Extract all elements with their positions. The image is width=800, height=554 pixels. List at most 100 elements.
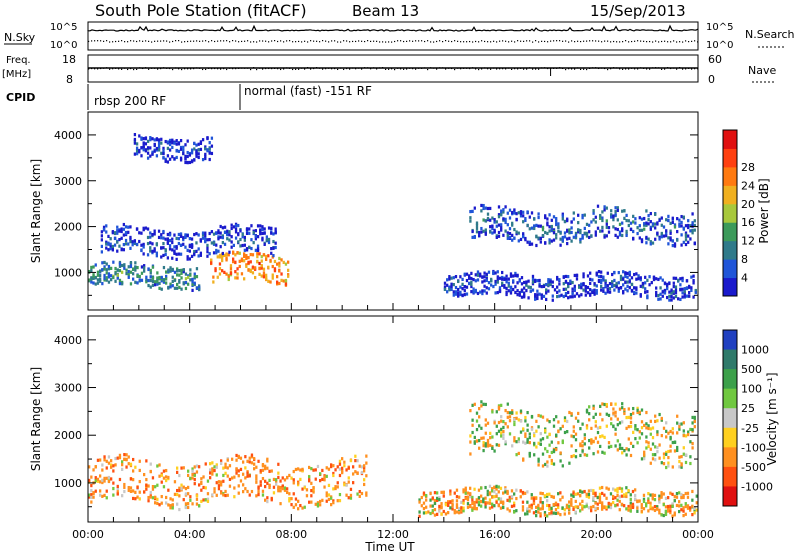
power-cell [234,224,238,228]
power-cell [446,283,449,287]
power-cell [562,287,565,291]
velocity-cell [667,431,670,435]
power-cell [278,261,281,265]
velocity-cell [180,466,183,470]
velocity-cell [281,487,284,491]
power-cell [555,233,558,237]
nave-point [331,68,333,70]
power-cell [125,268,128,272]
velocity-cell [528,441,531,445]
velocity-cell [305,488,309,492]
velocity-cell [226,474,229,478]
power-cell [622,283,625,287]
power-cell [604,279,607,283]
time-tick-label: 08:00 [275,528,307,541]
power-cell [533,226,536,231]
power-cell [646,290,649,294]
velocity-cell [110,477,113,481]
velocity-cell [169,505,172,510]
nave-point [466,67,468,69]
power-cell [614,227,617,231]
nave-point [91,67,93,70]
power-cell [643,222,646,226]
power-cell [112,260,115,264]
power-cell [138,274,141,279]
velocity-cell [149,495,152,499]
power-cell [452,283,455,287]
power-cell [601,218,604,223]
power-cell [169,269,172,273]
nave-point [364,67,366,69]
nsearch-point [379,41,381,43]
velocity-cell [682,513,685,518]
nsearch-point [181,41,183,43]
power-cell [558,282,561,286]
power-colorbar-tick: 20 [741,198,755,211]
velocity-cell [224,462,227,466]
nsearch-point [694,40,696,42]
nsearch-point [394,40,396,43]
power-cell [179,243,183,247]
velocity-cell [206,479,210,483]
power-cell [256,248,260,253]
velocity-cell [524,491,527,495]
power-cell [641,282,645,286]
velocity-cell [92,468,95,472]
nsearch-point [319,41,321,43]
nave-point [346,67,348,70]
nsearch-point [670,41,672,43]
velocity-cell [601,434,604,438]
velocity-cell [129,489,133,494]
nave-point [484,67,486,69]
velocity-cell [579,453,582,458]
velocity-cell [680,503,683,507]
power-cell [256,255,259,259]
power-cell [563,231,567,235]
velocity-cell [191,467,194,471]
velocity-cell [680,508,683,512]
power-cell [688,294,691,298]
power-cell [151,249,154,253]
power-cell [186,257,189,261]
velocity-cell [546,435,549,439]
power-cell [199,140,203,144]
power-cell [629,221,633,225]
velocity-cell [585,502,588,506]
velocity-cell [338,459,342,463]
power-cell [463,285,466,289]
velocity-cell [552,424,556,428]
power-cell [585,234,589,238]
velocity-cell [440,490,443,494]
power-cell [105,224,108,228]
velocity-cell [345,493,348,497]
power-cell [549,278,552,282]
velocity-cell [215,493,218,497]
power-cell [230,240,233,244]
power-cell [541,228,545,232]
power-cell [509,274,513,278]
velocity-cell [590,488,593,493]
power-cell [140,137,143,141]
velocity-cell [579,427,582,431]
power-cell [149,285,152,289]
nave-point [280,68,282,71]
velocity-cell [433,513,437,517]
velocity-cell [466,502,470,506]
nave-point [169,67,171,70]
power-cell [206,238,209,242]
nave-point [637,68,639,70]
velocity-cell [438,504,441,509]
velocity-cell [143,490,146,494]
velocity-cell [213,490,216,494]
power-cell [262,253,266,257]
power-cell [162,156,165,160]
nsearch-point [355,40,357,43]
velocity-cell [526,500,529,504]
velocity-cell [675,503,679,508]
power-cell [110,266,113,270]
velocity-cell [347,496,350,500]
power-cell [107,275,111,279]
velocity-cell [484,402,487,407]
velocity-cell [473,507,476,511]
velocity-cell [585,426,589,430]
